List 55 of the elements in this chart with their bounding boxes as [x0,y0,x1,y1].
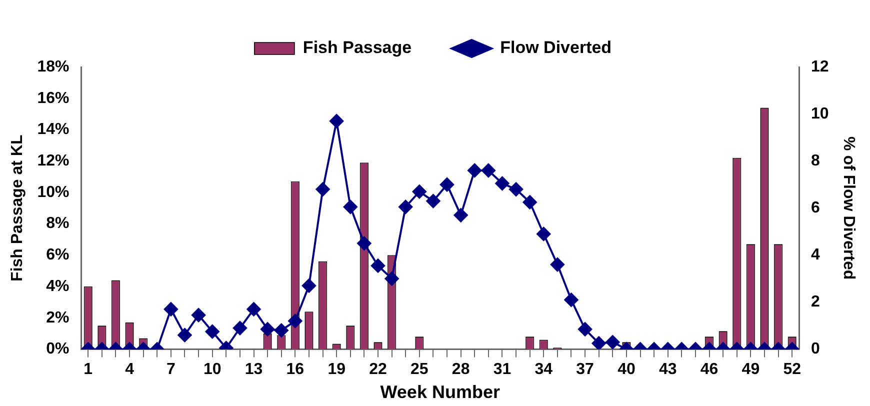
y2-tick-label: 8 [811,152,820,170]
x-tick-label: 49 [742,361,760,378]
point [522,195,537,210]
x-tick-label: 10 [203,361,222,378]
y2-tick-label: 2 [811,294,820,311]
x-tick-label: 22 [369,361,387,378]
y-tick-label: 8% [46,215,70,232]
y2-tick-label: 10 [811,105,829,122]
x-tick-label: 52 [783,361,802,378]
x-tick-label: 13 [244,361,263,378]
point [398,200,413,214]
y-tick-label: 2% [46,309,70,326]
point [357,236,372,250]
y-axis-title: Fish Passage at KL [9,134,26,282]
x-axis-title: Week Number [380,382,500,402]
y-tick-label: 4% [46,278,70,295]
y-tick-label: 12% [37,152,70,170]
point [412,184,426,199]
x-tick-label: 4 [125,361,134,378]
y-tick-label: 0% [46,340,70,358]
point [330,114,344,128]
point [536,226,551,241]
legend-label: Flow Diverted [500,38,612,58]
x-tick-label: 28 [452,361,470,378]
x-tick-label: 46 [700,361,718,378]
x-tick-label: 34 [534,361,553,378]
x-tick-label: 37 [576,361,594,378]
point [316,182,330,196]
y2-tick-label: 4 [811,246,820,264]
y-tick-label: 18% [37,58,70,76]
x-tick-label: 19 [328,361,346,378]
point [343,200,358,214]
point [440,178,454,192]
y-tick-label: 14% [37,121,70,138]
x-tick-label: 16 [286,361,304,378]
x-tick-label: 7 [166,361,176,378]
y-tick-label: 6% [46,246,70,264]
y2-tick-label: 0 [811,340,820,358]
y2-axis-title: % of Flow Diverted [840,136,857,280]
x-tick-label: 25 [410,361,428,378]
y2-tick-label: 12 [811,58,829,76]
y-tick-label: 16% [37,90,70,107]
y-tick-label: 10% [37,184,70,201]
x-tick-label: 1 [84,361,93,378]
x-tick-label: 40 [618,361,636,378]
point [426,194,440,208]
legend-label: Fish Passage [302,38,412,58]
point [481,163,496,178]
point [495,176,510,190]
point [468,163,482,178]
point [509,182,524,196]
point [454,208,468,222]
x-tick-label: 31 [493,361,512,378]
x-tick-label: 43 [658,361,677,378]
y2-tick-label: 6 [811,200,820,217]
